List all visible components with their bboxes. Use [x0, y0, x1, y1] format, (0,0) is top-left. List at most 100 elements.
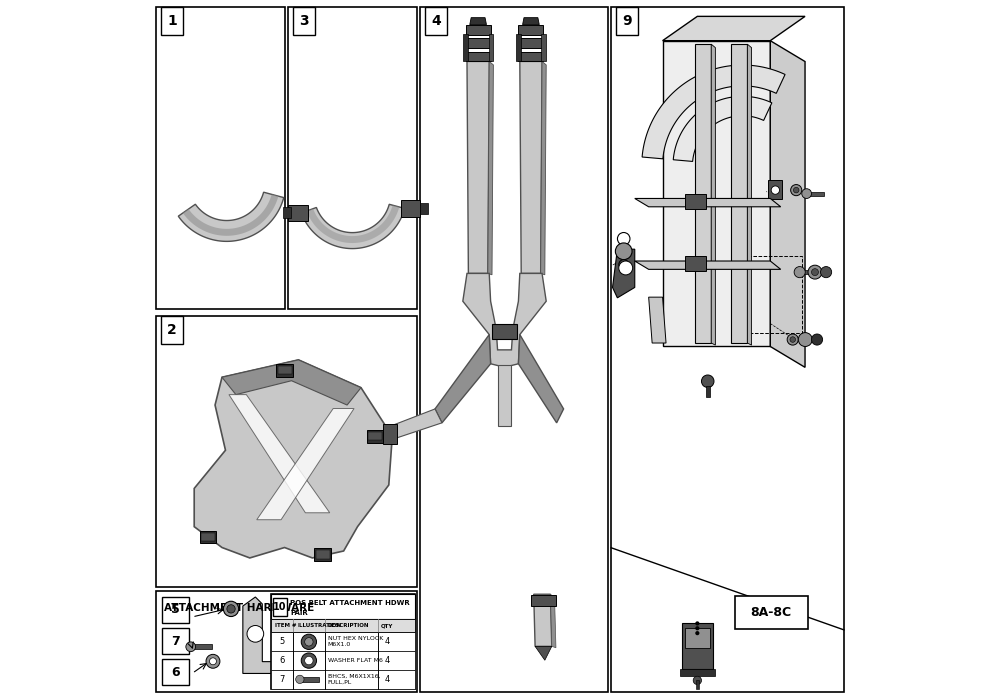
Circle shape — [186, 642, 196, 652]
Polygon shape — [731, 44, 747, 343]
Circle shape — [296, 676, 304, 684]
Text: 4: 4 — [431, 14, 441, 28]
Polygon shape — [541, 61, 546, 275]
Polygon shape — [520, 61, 542, 273]
Text: POS BELT ATTACHMENT HDWR: POS BELT ATTACHMENT HDWR — [290, 600, 410, 605]
Polygon shape — [243, 597, 274, 673]
Circle shape — [695, 631, 699, 635]
Text: 6: 6 — [171, 666, 180, 679]
Bar — [288, 204, 308, 221]
Polygon shape — [435, 334, 491, 423]
Bar — [735, 596, 808, 629]
Bar — [271, 632, 415, 651]
Text: WASHER FLAT M6: WASHER FLAT M6 — [328, 658, 383, 663]
Polygon shape — [649, 297, 666, 343]
Text: NUT HEX NYLOCK
M6X1.0: NUT HEX NYLOCK M6X1.0 — [328, 637, 383, 647]
Polygon shape — [747, 44, 752, 345]
Text: 3: 3 — [299, 14, 309, 28]
Polygon shape — [488, 61, 493, 275]
Circle shape — [802, 189, 811, 199]
Bar — [466, 25, 491, 35]
Bar — [314, 548, 331, 561]
Bar — [162, 628, 189, 654]
Polygon shape — [550, 594, 556, 648]
Text: 4: 4 — [385, 656, 390, 665]
Text: 5: 5 — [171, 603, 180, 616]
Circle shape — [821, 267, 832, 278]
Circle shape — [811, 269, 818, 276]
Bar — [800, 270, 817, 275]
Bar — [288, 7, 417, 309]
Bar — [685, 628, 710, 648]
Bar — [201, 533, 215, 541]
Bar — [489, 34, 493, 60]
Text: 7: 7 — [279, 675, 284, 684]
Bar — [739, 256, 802, 333]
Circle shape — [798, 333, 812, 347]
Text: ATTACHMENT HARDWARE: ATTACHMENT HARDWARE — [164, 603, 315, 613]
Polygon shape — [194, 360, 392, 558]
Polygon shape — [613, 250, 635, 298]
Bar — [273, 598, 287, 616]
Polygon shape — [463, 273, 546, 367]
Text: QTY: QTY — [380, 623, 393, 628]
Circle shape — [301, 634, 317, 649]
Bar — [518, 25, 543, 35]
Circle shape — [206, 655, 220, 669]
Text: 10: 10 — [273, 602, 286, 612]
Bar — [383, 424, 397, 443]
Bar — [516, 34, 521, 60]
Bar — [271, 619, 415, 632]
Polygon shape — [257, 409, 354, 520]
Polygon shape — [498, 365, 511, 426]
Circle shape — [811, 334, 823, 345]
Polygon shape — [663, 41, 770, 347]
Bar — [189, 644, 212, 649]
Polygon shape — [523, 17, 539, 24]
Bar — [156, 7, 285, 309]
Text: 6: 6 — [279, 656, 284, 665]
Bar — [162, 659, 189, 685]
Bar — [685, 256, 706, 272]
Circle shape — [301, 653, 317, 669]
Bar — [420, 203, 428, 214]
Bar — [541, 34, 546, 60]
Text: 2: 2 — [167, 323, 177, 337]
Text: DESCRIPTION: DESCRIPTION — [328, 623, 369, 628]
Bar — [156, 316, 417, 587]
Bar — [706, 386, 710, 397]
Bar — [807, 192, 824, 196]
Circle shape — [305, 656, 313, 664]
Bar — [293, 7, 315, 35]
Polygon shape — [673, 97, 772, 161]
Bar — [466, 51, 491, 61]
Circle shape — [619, 261, 633, 275]
Text: PAIR: PAIR — [290, 610, 308, 616]
Circle shape — [808, 265, 822, 279]
Polygon shape — [635, 199, 781, 207]
Bar — [278, 366, 292, 375]
Text: 7: 7 — [171, 635, 180, 648]
Text: ILLUSTRATION: ILLUSTRATION — [297, 623, 341, 628]
Bar — [531, 595, 556, 606]
Bar — [161, 7, 183, 35]
Bar — [518, 38, 543, 47]
Text: BHCS, M6X1X16,
FULL,PL: BHCS, M6X1X16, FULL,PL — [328, 674, 380, 685]
Polygon shape — [386, 409, 442, 440]
Circle shape — [209, 657, 216, 664]
Circle shape — [791, 185, 802, 196]
Polygon shape — [178, 193, 284, 241]
Bar — [156, 591, 417, 692]
Bar — [276, 364, 293, 377]
Bar — [682, 623, 713, 669]
Bar — [161, 316, 183, 344]
Bar — [696, 680, 699, 689]
Polygon shape — [768, 180, 782, 199]
Bar — [298, 677, 319, 682]
Circle shape — [771, 186, 780, 195]
Bar — [283, 207, 291, 218]
Polygon shape — [680, 669, 715, 676]
Text: 9: 9 — [622, 14, 632, 28]
Polygon shape — [229, 395, 330, 513]
Polygon shape — [635, 261, 781, 270]
